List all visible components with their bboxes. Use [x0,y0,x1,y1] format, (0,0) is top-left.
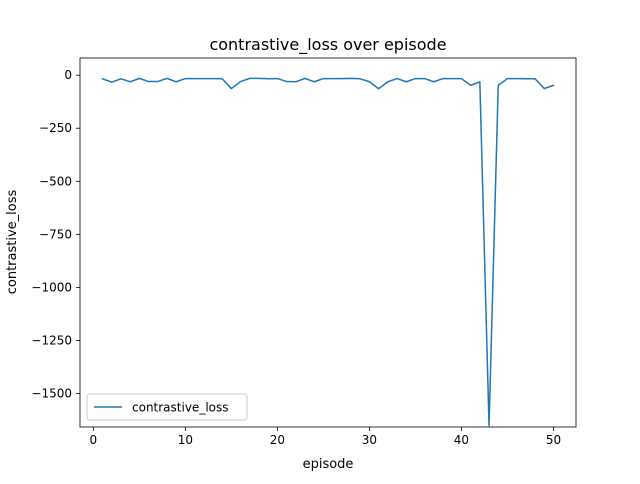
data-point [553,85,555,87]
y-tick-label: −1250 [31,333,72,347]
data-point [488,425,490,427]
data-point [543,88,545,90]
data-point [470,85,472,87]
data-point [387,81,389,83]
y-axis-label: contrastive_loss [5,190,20,295]
data-point [203,78,205,80]
data-point [313,81,315,83]
data-point [359,78,361,80]
data-point [267,78,269,80]
data-point [415,78,417,80]
data-point [332,78,334,80]
data-point [295,81,297,83]
series-line [101,77,555,427]
data-point [249,78,251,80]
data-point [129,81,131,83]
data-point [451,78,453,80]
y-tick-label: −1500 [31,386,72,400]
data-point [442,78,444,80]
data-point [516,78,518,80]
plot-area: 0 10 20 30 40 50 0 −250 −500 −750 −1000 −1250 −1500 c… [31,57,577,447]
x-tick-label: 20 [270,433,285,447]
y-tick-label: −250 [39,121,72,135]
data-point [194,78,196,80]
data-point [258,78,260,80]
data-point [231,88,233,90]
data-point [497,85,499,87]
x-tick-label: 40 [454,433,469,447]
y-tick-label: −750 [39,227,72,241]
data-point [111,81,113,83]
data-point [212,78,214,80]
legend-box [86,393,248,421]
legend: contrastive_loss [86,393,248,421]
data-point [396,78,398,80]
data-point [507,78,509,80]
data-point [534,78,536,80]
data-point [461,78,463,80]
data-point [175,81,177,83]
data-point [479,81,481,83]
x-axis-label: episode [303,457,354,472]
data-point [157,81,159,83]
data-point [221,78,223,80]
data-point [323,78,325,80]
x-tick-label: 0 [90,433,98,447]
data-point [120,78,122,80]
y-tick-label: −500 [39,174,72,188]
data-point [350,78,352,80]
x-tick-label: 50 [546,433,561,447]
data-point [378,88,380,90]
chart-title: contrastive_loss over episode [209,35,446,55]
data-point [424,78,426,80]
data-point [405,81,407,83]
data-point [433,81,435,83]
data-point [341,78,343,80]
legend-label: contrastive_loss [132,401,229,415]
x-tick-label: 10 [178,433,193,447]
data-point [139,78,141,80]
data-point [286,81,288,83]
data-point [525,78,527,80]
data-point [240,81,242,83]
axes-frame [79,57,577,428]
data-point [102,78,104,80]
data-point [369,81,371,83]
y-tick-label: 0 [64,68,72,82]
y-tick-label: −1000 [31,280,72,294]
data-point [277,78,279,80]
data-point [166,78,168,80]
data-point [148,81,150,83]
data-point [185,78,187,80]
data-point [304,78,306,80]
x-tick-label: 30 [362,433,377,447]
